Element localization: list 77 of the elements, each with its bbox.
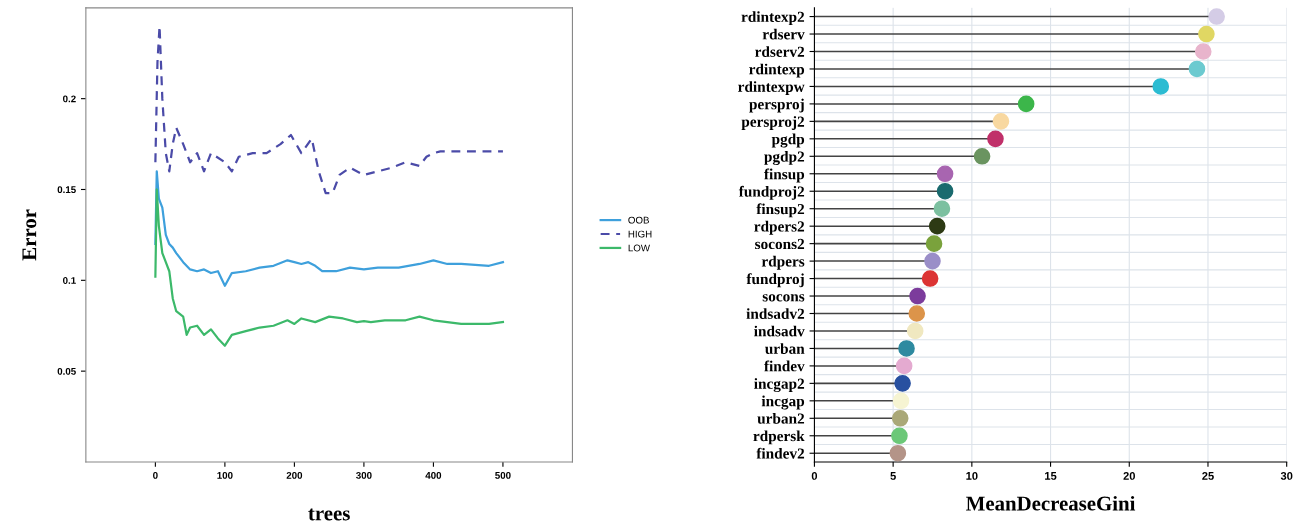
point: [894, 375, 911, 392]
point: [925, 235, 943, 252]
point: [921, 270, 939, 287]
x-tick-label: 300: [356, 471, 372, 479]
x-tick-label: 15: [1045, 472, 1057, 480]
y-tick-label: rdpers2: [754, 220, 805, 235]
y-tick-label: 0.15: [57, 186, 76, 194]
point: [1198, 25, 1215, 43]
point: [908, 305, 926, 322]
y-tick-label: findev2: [756, 447, 805, 459]
y-tick-label: rdpersk: [753, 430, 805, 445]
point: [1208, 8, 1225, 25]
point: [1152, 78, 1170, 95]
y-axis-title: Error: [22, 209, 37, 261]
y-tick-label: incgap2: [754, 378, 805, 393]
x-axis-title: trees: [308, 508, 350, 521]
point: [1188, 60, 1206, 78]
x-tick-label: 200: [286, 471, 303, 479]
point: [992, 113, 1010, 130]
legend-label: OOB: [628, 216, 649, 224]
legend-label: HIGH: [628, 230, 652, 238]
y-tick-label: fundproj2: [738, 185, 805, 200]
y-tick-label: rdintexp2: [741, 11, 805, 26]
y-tick-label: pgdp: [771, 133, 805, 148]
point: [895, 357, 913, 375]
x-tick-label: 500: [495, 471, 511, 479]
y-tick-label: fundproj: [746, 273, 804, 288]
y-tick-label: finsup: [764, 168, 805, 183]
y-tick-label: urban2: [757, 413, 805, 424]
point: [928, 217, 946, 235]
y-tick-label: 0.05: [57, 367, 76, 375]
y-tick-label: finsup2: [756, 203, 805, 218]
y-tick-label: rdintexpw: [738, 81, 805, 95]
x-tick-label: 100: [217, 471, 233, 479]
legend-label: LOW: [628, 244, 650, 252]
x-tick-label: 0: [153, 471, 158, 479]
y-tick-label: persproj: [749, 98, 804, 113]
point: [891, 410, 909, 427]
x-axis-title: MeanDecreaseGini: [966, 495, 1136, 511]
x-tick-label: 400: [425, 471, 442, 479]
y-tick-label: urban: [765, 343, 805, 354]
y-tick-label: 0.2: [63, 95, 76, 103]
point: [1017, 95, 1035, 113]
y-tick-label: rdintexp: [749, 63, 805, 78]
y-tick-label: socons: [762, 294, 805, 302]
y-tick-label: pgdp2: [764, 151, 805, 165]
x-tick-label: 30: [1280, 471, 1293, 480]
x-tick-label: 25: [1202, 471, 1214, 480]
point: [1194, 43, 1212, 60]
point: [936, 182, 954, 200]
line-series: [154, 188, 505, 347]
y-tick-label: rdserv2: [755, 46, 805, 57]
point: [891, 427, 908, 445]
point: [898, 340, 915, 357]
y-tick-label: indsadv2: [746, 308, 805, 319]
point: [906, 322, 924, 340]
line-series: [154, 170, 505, 287]
point: [933, 200, 951, 218]
y-tick-label: 0.1: [63, 277, 76, 284]
y-tick-label: rdserv: [762, 28, 805, 40]
x-tick-label: 0: [811, 471, 818, 480]
y-tick-label: findev: [764, 360, 805, 372]
x-tick-label: 5: [890, 472, 896, 480]
y-tick-label: socons2: [755, 238, 805, 250]
y-tick-label: rdpers: [761, 255, 805, 270]
y-tick-label: indsadv: [754, 325, 805, 337]
point: [892, 392, 910, 410]
y-tick-label: persproj2: [741, 116, 805, 130]
point: [987, 130, 1004, 148]
x-tick-label: 10: [966, 471, 978, 480]
x-tick-label: 20: [1123, 471, 1135, 480]
point: [909, 287, 926, 305]
y-tick-label: incgap: [761, 395, 805, 410]
point: [889, 444, 907, 462]
point: [973, 147, 991, 165]
point: [924, 252, 941, 270]
point: [936, 165, 954, 183]
